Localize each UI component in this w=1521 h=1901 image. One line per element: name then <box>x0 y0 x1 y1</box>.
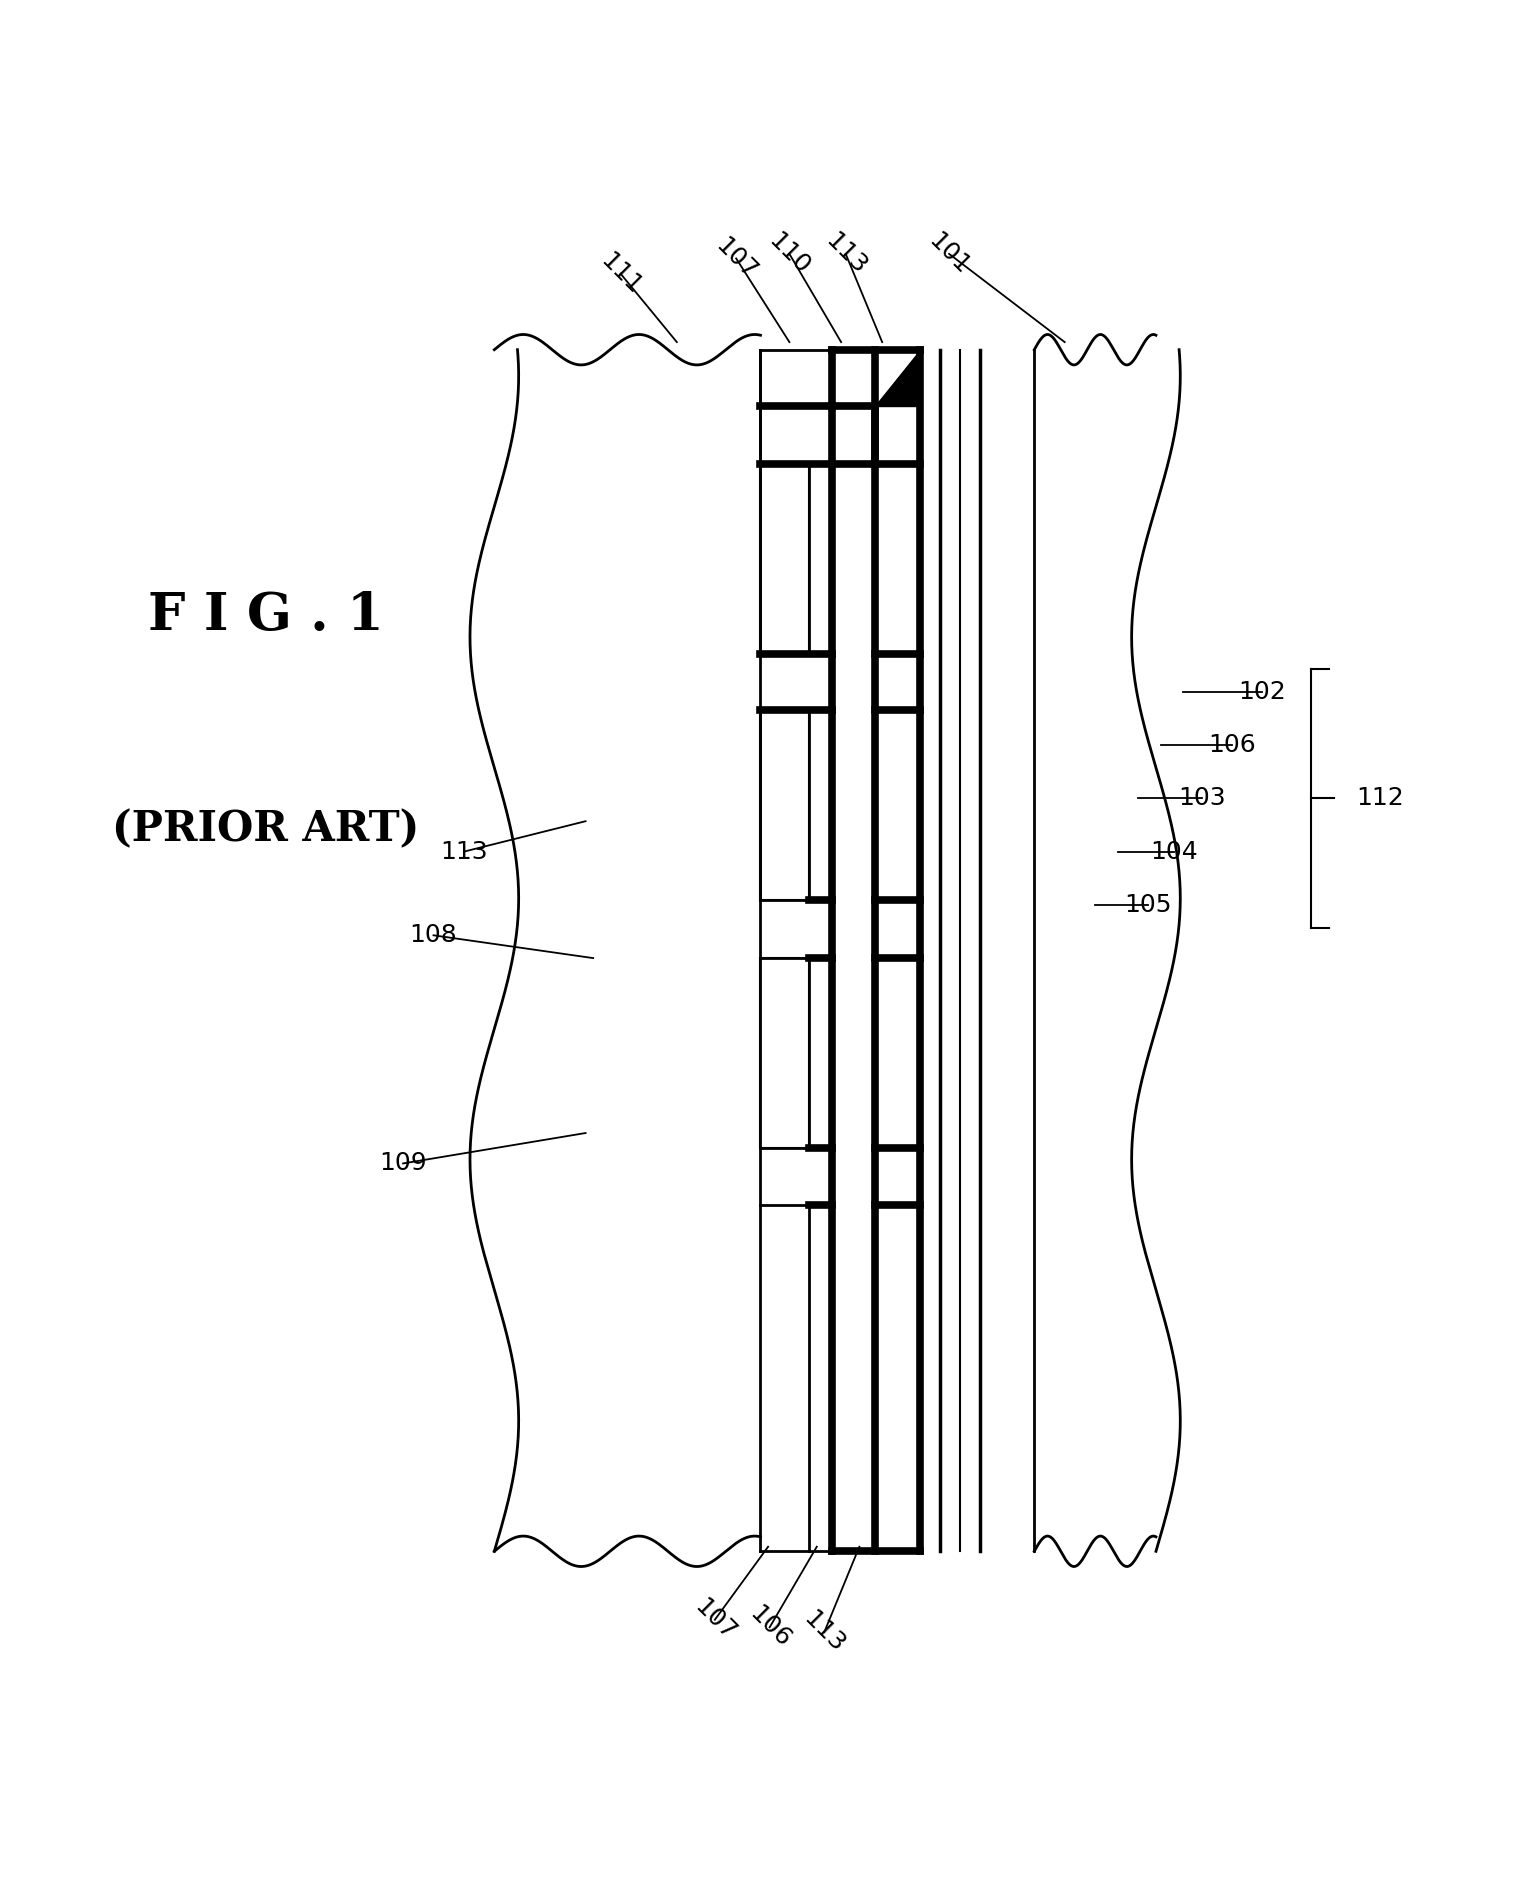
Bar <box>809 901 832 958</box>
Text: 107: 107 <box>710 234 762 283</box>
Bar <box>809 711 832 901</box>
Text: 112: 112 <box>1357 787 1404 810</box>
Polygon shape <box>494 350 760 1551</box>
Text: 113: 113 <box>799 1606 850 1658</box>
Text: 111: 111 <box>595 249 646 298</box>
Bar <box>760 654 832 711</box>
Text: 110: 110 <box>764 228 815 279</box>
Bar <box>875 901 920 958</box>
Polygon shape <box>875 350 920 407</box>
Polygon shape <box>875 350 920 407</box>
Bar <box>940 350 960 1551</box>
Bar <box>760 350 980 1551</box>
Bar <box>760 464 809 654</box>
Bar <box>875 407 920 464</box>
Bar <box>875 1148 920 1205</box>
Text: 113: 113 <box>440 840 488 863</box>
Text: 101: 101 <box>923 228 975 279</box>
Bar <box>920 350 940 1551</box>
Text: 106: 106 <box>1208 734 1256 757</box>
Text: (PRIOR ART): (PRIOR ART) <box>113 808 420 850</box>
Bar <box>760 958 809 1148</box>
Polygon shape <box>1034 350 1156 1551</box>
Text: 113: 113 <box>820 228 872 279</box>
Text: 109: 109 <box>379 1152 427 1175</box>
Text: 102: 102 <box>1238 681 1287 703</box>
Bar <box>760 711 809 901</box>
Text: 105: 105 <box>1124 893 1173 916</box>
Bar <box>760 711 809 901</box>
Text: 104: 104 <box>1150 840 1199 863</box>
Bar <box>832 350 875 1551</box>
Bar <box>875 350 920 407</box>
Text: 107: 107 <box>689 1595 741 1644</box>
Bar <box>760 350 832 464</box>
Bar <box>960 350 980 1551</box>
Text: 103: 103 <box>1177 787 1226 810</box>
Bar <box>760 464 809 654</box>
Bar <box>856 350 920 1551</box>
Bar <box>809 958 832 1148</box>
Bar <box>809 464 832 654</box>
Text: 108: 108 <box>409 924 458 947</box>
Text: F I G . 1: F I G . 1 <box>149 591 383 641</box>
Text: 106: 106 <box>744 1603 795 1652</box>
Bar <box>875 654 920 711</box>
Bar <box>809 1148 832 1205</box>
